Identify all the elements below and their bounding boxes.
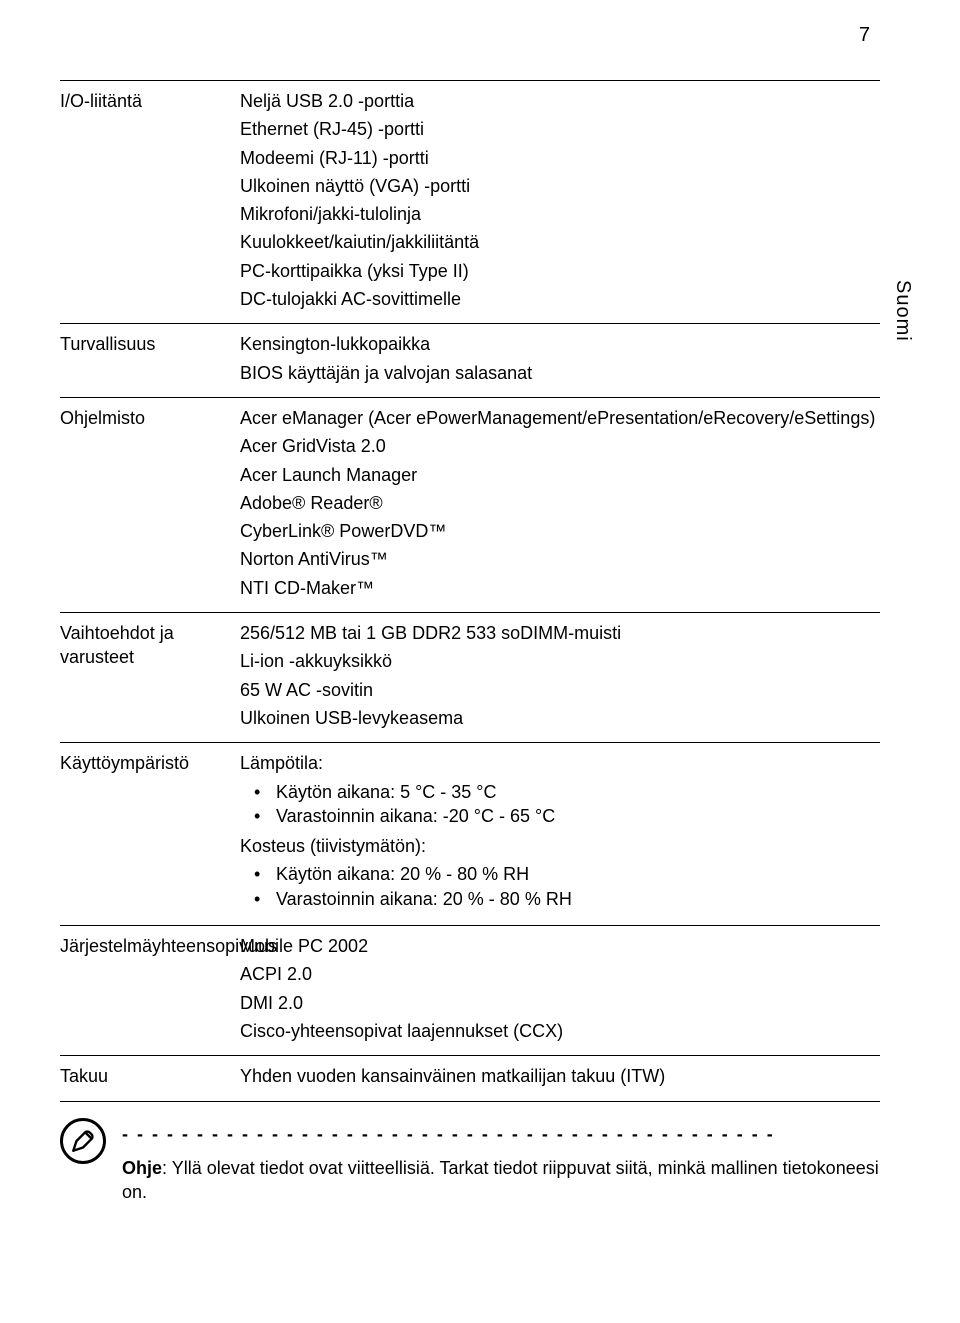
label-options: Vaihtoehdot ja varusteet [60, 621, 240, 734]
spec-table: I/O-liitäntä Neljä USB 2.0 -porttia Ethe… [60, 80, 880, 1102]
row-compat: Järjestelmäyhteensopivuus Mobile PC 2002… [60, 925, 880, 1055]
row-security: Turvallisuus Kensington-lukkopaikka BIOS… [60, 323, 880, 397]
software-line: Acer GridVista 2.0 [240, 434, 880, 458]
software-line: CyberLink® PowerDVD™ [240, 519, 880, 543]
label-compat: Järjestelmäyhteensopivuus [60, 934, 240, 1047]
io-line: DC-tulojakki AC-sovittimelle [240, 287, 880, 311]
content-warranty: Yhden vuoden kansainväinen matkailijan t… [240, 1064, 880, 1092]
env-temp-list: Käytön aikana: 5 °C - 35 °C Varastoinnin… [240, 780, 880, 829]
content-compat: Mobile PC 2002 ACPI 2.0 DMI 2.0 Cisco-yh… [240, 934, 880, 1047]
page: 7 Suomi I/O-liitäntä Neljä USB 2.0 -port… [0, 0, 960, 1323]
note-dashes: - - - - - - - - - - - - - - - - - - - - … [122, 1122, 880, 1146]
software-line: Norton AntiVirus™ [240, 547, 880, 571]
note-bold: Ohje [122, 1158, 162, 1178]
options-line: Li-ion -akkuyksikkö [240, 649, 880, 673]
env-temp-heading: Lämpötila: [240, 751, 880, 775]
content-io: Neljä USB 2.0 -porttia Ethernet (RJ-45) … [240, 89, 880, 315]
env-hum-item: Käytön aikana: 20 % - 80 % RH [276, 862, 880, 886]
note-text: Ohje: Yllä olevat tiedot ovat viitteelli… [122, 1156, 880, 1205]
io-line: Ethernet (RJ-45) -portti [240, 117, 880, 141]
options-line: Ulkoinen USB-levykeasema [240, 706, 880, 730]
env-hum-item: Varastoinnin aikana: 20 % - 80 % RH [276, 887, 880, 911]
note-body: : Yllä olevat tiedot ovat viitteellisiä.… [122, 1158, 879, 1202]
io-line: PC-korttipaikka (yksi Type II) [240, 259, 880, 283]
content-options: 256/512 MB tai 1 GB DDR2 533 soDIMM-muis… [240, 621, 880, 734]
page-number: 7 [859, 22, 870, 49]
row-software: Ohjelmisto Acer eManager (Acer ePowerMan… [60, 397, 880, 612]
label-software: Ohjelmisto [60, 406, 240, 604]
compat-line: Mobile PC 2002 [240, 934, 880, 958]
row-warranty: Takuu Yhden vuoden kansainväinen matkail… [60, 1055, 880, 1101]
env-temp-item: Käytön aikana: 5 °C - 35 °C [276, 780, 880, 804]
content-software: Acer eManager (Acer ePowerManagement/ePr… [240, 406, 880, 604]
row-environment: Käyttöympäristö Lämpötila: Käytön aikana… [60, 742, 880, 925]
label-security: Turvallisuus [60, 332, 240, 389]
row-options: Vaihtoehdot ja varusteet 256/512 MB tai … [60, 612, 880, 742]
io-line: Ulkoinen näyttö (VGA) -portti [240, 174, 880, 198]
label-warranty: Takuu [60, 1064, 240, 1092]
security-line: Kensington-lukkopaikka [240, 332, 880, 356]
software-line: Acer eManager (Acer ePowerManagement/ePr… [240, 406, 880, 430]
compat-line: Cisco-yhteensopivat laajennukset (CCX) [240, 1019, 880, 1043]
software-line: Adobe® Reader® [240, 491, 880, 515]
env-hum-heading: Kosteus (tiivistymätön): [240, 834, 880, 858]
io-line: Mikrofoni/jakki-tulolinja [240, 202, 880, 226]
security-line: BIOS käyttäjän ja valvojan salasanat [240, 361, 880, 385]
io-line: Kuulokkeet/kaiutin/jakkiliitäntä [240, 230, 880, 254]
env-temp-item: Varastoinnin aikana: -20 °C - 65 °C [276, 804, 880, 828]
label-environment: Käyttöympäristö [60, 751, 240, 917]
language-side-tab: Suomi [889, 280, 916, 342]
content-environment: Lämpötila: Käytön aikana: 5 °C - 35 °C V… [240, 751, 880, 917]
software-line: NTI CD-Maker™ [240, 576, 880, 600]
options-line: 65 W AC -sovitin [240, 678, 880, 702]
warranty-line: Yhden vuoden kansainväinen matkailijan t… [240, 1064, 880, 1088]
pen-icon [60, 1118, 106, 1164]
options-line: 256/512 MB tai 1 GB DDR2 533 soDIMM-muis… [240, 621, 880, 645]
compat-line: ACPI 2.0 [240, 962, 880, 986]
compat-line: DMI 2.0 [240, 991, 880, 1015]
software-line: Acer Launch Manager [240, 463, 880, 487]
io-line: Neljä USB 2.0 -porttia [240, 89, 880, 113]
io-line: Modeemi (RJ-11) -portti [240, 146, 880, 170]
content-security: Kensington-lukkopaikka BIOS käyttäjän ja… [240, 332, 880, 389]
note-box: - - - - - - - - - - - - - - - - - - - - … [60, 1122, 880, 1205]
env-hum-list: Käytön aikana: 20 % - 80 % RH Varastoinn… [240, 862, 880, 911]
row-io: I/O-liitäntä Neljä USB 2.0 -porttia Ethe… [60, 80, 880, 323]
label-io: I/O-liitäntä [60, 89, 240, 315]
